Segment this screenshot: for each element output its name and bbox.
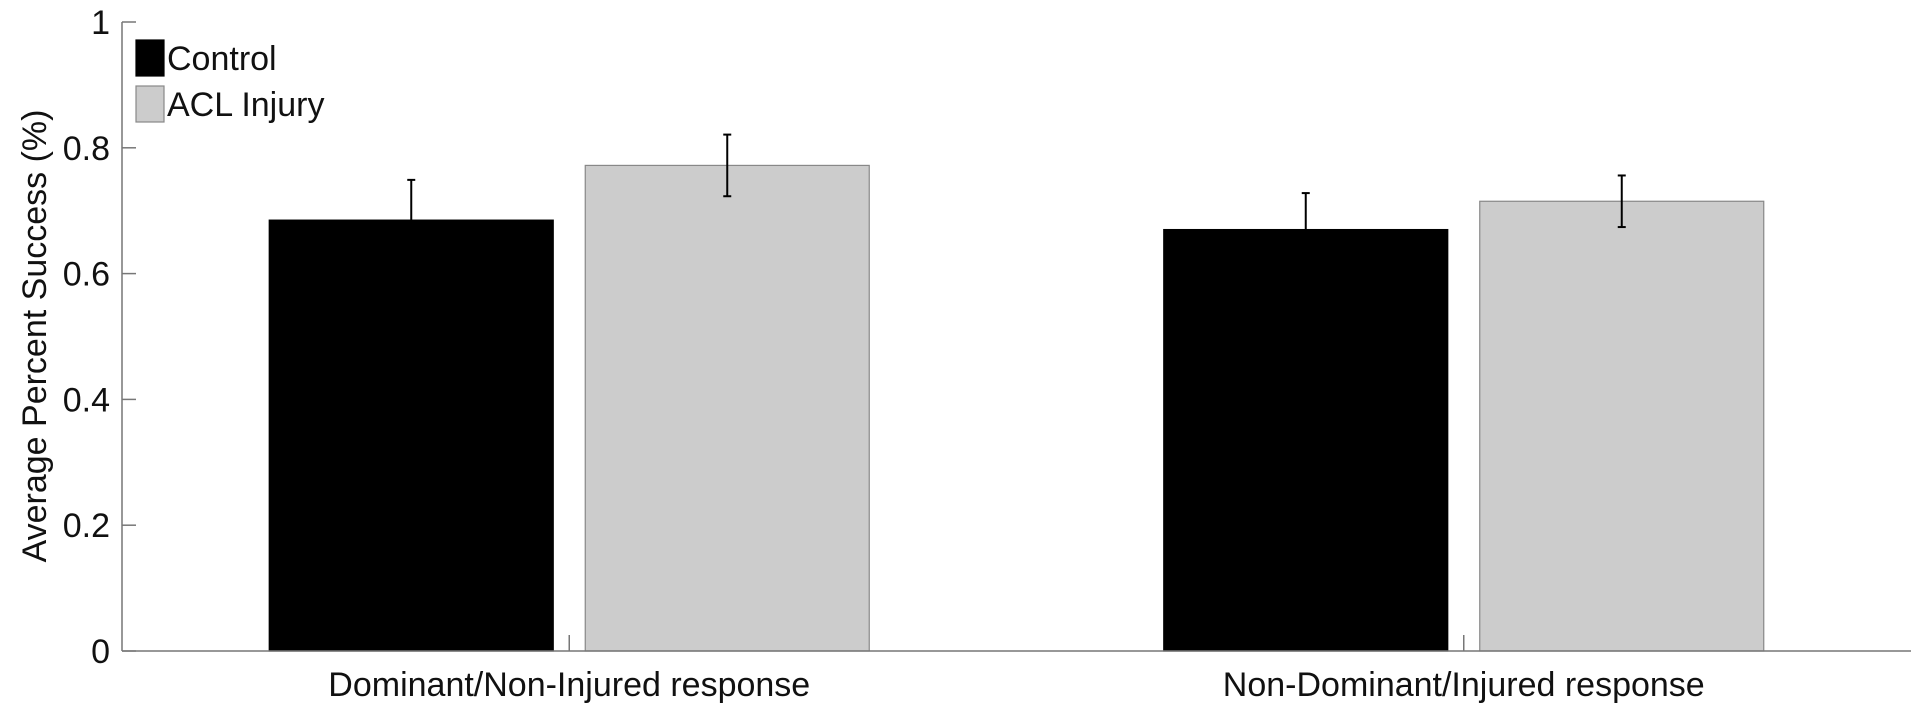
y-tick-label: 0 (91, 633, 110, 671)
y-ticks: 0 0.2 0.4 0.6 0.8 1 (63, 4, 136, 671)
bar-acl-injury-1 (585, 165, 869, 651)
legend: Control ACL Injury (136, 40, 324, 124)
y-tick-label: 0.2 (63, 507, 110, 545)
x-tick-label: Non-Dominant/Injured response (1223, 666, 1705, 704)
bars (269, 165, 1764, 651)
legend-swatch (136, 86, 164, 122)
legend-label: ACL Injury (167, 86, 324, 124)
y-axis-label: Average Percent Success (%) (16, 110, 54, 563)
bar-control-1 (269, 220, 553, 651)
y-tick-label: 0.6 (63, 256, 110, 294)
y-tick-label: 0.8 (63, 130, 110, 168)
legend-label: Control (167, 40, 277, 78)
y-tick-label: 1 (91, 4, 110, 42)
bar-acl-injury-2 (1480, 201, 1764, 651)
legend-swatch (136, 40, 164, 76)
y-tick-label: 0.4 (63, 381, 110, 419)
bar-control-2 (1164, 230, 1448, 651)
x-tick-label: Dominant/Non-Injured response (328, 666, 810, 704)
